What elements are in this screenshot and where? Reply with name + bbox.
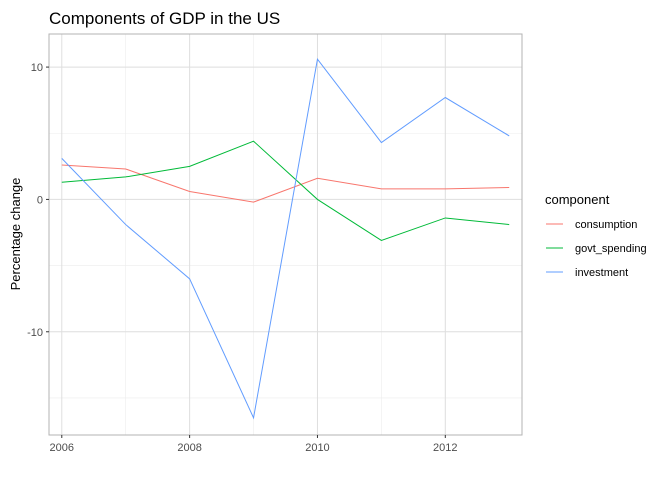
legend: component consumption govt_spendinginvest… [545, 192, 647, 279]
legend-label-consumption: consumption [575, 219, 637, 231]
legend-label-govt-spending: govt_spending [575, 243, 647, 255]
series-line-consumption [61, 164, 510, 203]
x-tick-label: 2010 [305, 442, 329, 454]
chart-title: Components of GDP in the US [49, 9, 280, 28]
y-axis-title: Percentage change [8, 178, 23, 291]
y-tick-label: -10 [27, 327, 43, 339]
major-gridlines [49, 34, 522, 435]
x-tick-label: 2008 [177, 442, 201, 454]
x-tick-label: 2006 [50, 442, 74, 454]
x-tick-label: 2012 [433, 442, 457, 454]
minor-gridlines [49, 34, 522, 435]
series-line-govt-spending [61, 140, 510, 242]
plot-panel [49, 34, 522, 435]
plot-border [48, 33, 523, 436]
y-tick-label: 0 [37, 194, 43, 206]
legend-label-investment: investment [575, 267, 628, 279]
series-lines [61, 57, 510, 420]
legend-title: component [545, 192, 610, 207]
series-line-investment [61, 57, 510, 420]
x-axis-ticks: 2006 2008 2010 2012 [50, 435, 458, 454]
y-tick-label: 10 [31, 62, 43, 74]
y-axis-ticks: 10 0 -10 [27, 62, 49, 339]
